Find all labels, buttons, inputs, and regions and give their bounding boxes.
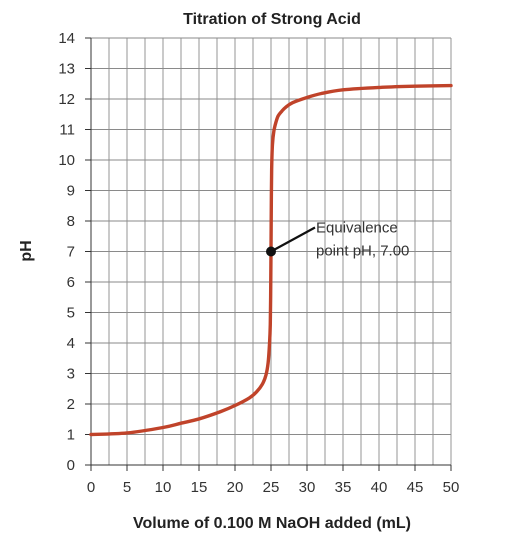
x-tick-label: 5 [123,479,131,496]
y-tick-label: 1 [67,427,75,444]
x-tick-label: 15 [191,479,208,496]
x-tick-label: 25 [263,479,280,496]
x-tick-labels: 0 5 10 15 20 25 30 35 40 45 50 [87,479,460,496]
annotation-text-line1: Equivalence [316,220,398,237]
x-tick-label: 45 [407,479,424,496]
y-tick-label: 0 [67,457,75,474]
y-tick-label: 9 [67,183,75,200]
y-axis-label: pH [18,240,35,261]
equivalence-point-marker [266,246,276,257]
chart-title: Titration of Strong Acid [183,11,361,28]
y-tick-label: 13 [58,61,75,78]
y-tick-label: 14 [58,30,75,47]
axes [85,37,452,471]
x-tick-label: 10 [155,479,172,496]
x-axis-label: Volume of 0.100 M NaOH added (mL) [133,515,411,532]
y-tick-label: 5 [67,305,75,322]
y-tick-label: 12 [58,91,75,108]
x-tick-label: 20 [227,479,244,496]
y-tick-label: 8 [67,213,75,230]
y-tick-label: 10 [58,152,75,169]
x-tick-label: 35 [335,479,352,496]
y-tick-label: 3 [67,366,75,383]
x-tick-label: 0 [87,479,95,496]
annotation-leader-line [270,226,316,253]
x-tick-label: 50 [443,479,460,496]
x-tick-label: 30 [299,479,316,496]
x-tick-label: 40 [371,479,388,496]
y-tick-label: 7 [67,244,75,261]
y-tick-label: 2 [67,396,75,413]
y-tick-label: 6 [67,274,75,291]
annotation-layer: Equivalence point pH, 7.00 [266,220,409,260]
y-tick-label: 11 [59,122,75,139]
y-tick-label: 4 [67,335,75,352]
annotation-text-line2: point pH, 7.00 [316,243,409,260]
